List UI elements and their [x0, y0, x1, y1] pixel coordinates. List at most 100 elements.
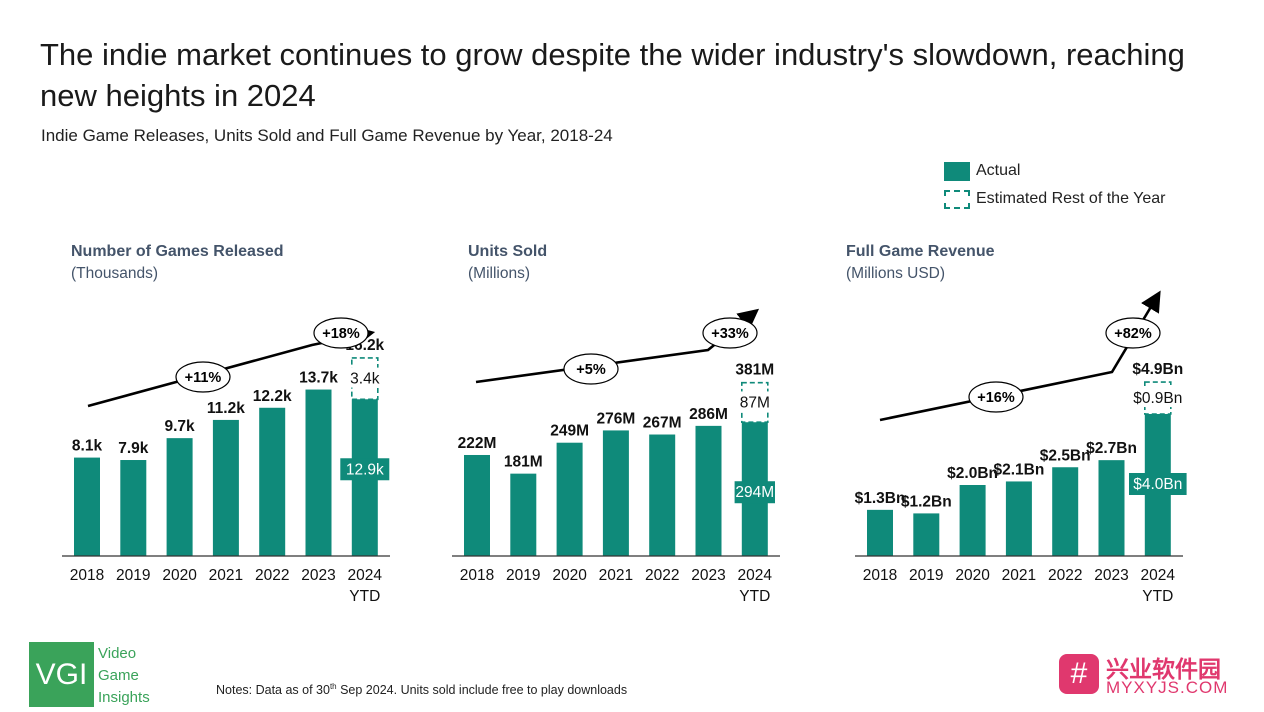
chart3-bar-2023: [1098, 460, 1125, 556]
page-title: The indie market continues to grow despi…: [40, 37, 1185, 113]
chart1-data-label-2021: 11.2k: [207, 400, 245, 417]
chart2-estimate-label: 87M: [740, 394, 770, 411]
chart1-unit-label: (Thousands): [71, 265, 158, 282]
chart3-bar-2022: [1052, 467, 1079, 556]
chart1-growth-label-1: +11%: [185, 370, 222, 386]
chart1-bar-2023: [305, 389, 332, 556]
chart3-title: Full Game Revenue: [846, 243, 995, 260]
chart3-tick-sub-2024: YTD: [1142, 588, 1173, 605]
footnote: Notes: Data as of 30th Sep 2024. Units s…: [216, 682, 627, 697]
chart2-tick-2021: 2021: [599, 567, 633, 584]
legend-estimated-label: Estimated Rest of the Year: [976, 190, 1166, 207]
chart1-bar-2020: [166, 438, 193, 556]
chart1-data-label-2018: 8.1k: [72, 438, 103, 455]
chart2-growth-label-2: +33%: [711, 326, 749, 342]
chart3-data-label-2020: $2.0Bn: [947, 465, 998, 482]
chart2-bar-2020: [556, 442, 583, 556]
chart2-bar-2019: [510, 473, 537, 556]
chart2-growth-bubble-2: [702, 317, 758, 349]
chart3-data-label-2019: $1.2Bn: [901, 493, 952, 510]
chart3-bar-2018: [867, 509, 893, 556]
chart2-data-label-2023: 286M: [689, 406, 728, 423]
chart2-tick-2018: 2018: [460, 567, 494, 584]
chart3-estimate-label-bg: [1128, 387, 1187, 408]
chart1-data-label-2023: 13.7k: [299, 370, 338, 387]
chart3-tick-2022: 2022: [1048, 567, 1082, 584]
logo-line-3: Insights: [98, 689, 150, 706]
chart2-data-label-2020: 249M: [550, 423, 589, 440]
chart3-growth-bubble-1: [968, 381, 1024, 413]
chart2-data-label-2024: 294M: [735, 484, 774, 501]
chart3-data-label-2022: $2.5Bn: [1040, 447, 1091, 464]
chart2-growth-bubble-1: [563, 353, 619, 385]
legend-actual: Actual: [944, 157, 1165, 185]
chart1-tick-2022: 2022: [255, 567, 289, 584]
chart2-bar-2021: [602, 430, 629, 556]
chart2-total-label: 381M: [735, 362, 774, 379]
watermark-text-en: MYXYJS.COM: [1106, 678, 1229, 697]
chart3-tick-2024: 2024: [1141, 567, 1176, 584]
logo-line-1: Video: [98, 645, 137, 662]
chart1-bar-2022: [259, 407, 286, 556]
chart1-tick-sub-2024: YTD: [349, 588, 380, 605]
chart2-tick-2019: 2019: [506, 567, 540, 584]
chart2-unit-label: (Millions): [468, 265, 530, 282]
chart3-estimate-label: $0.9Bn: [1133, 390, 1182, 407]
chart2-data-label-2021: 276M: [597, 410, 636, 427]
watermark-icon: #: [1059, 654, 1099, 694]
chart2-growth-label-1: +5%: [576, 362, 606, 378]
footnote-suffix: Sep 2024. Units sold include free to pla…: [336, 683, 628, 698]
chart1-tick-2021: 2021: [209, 567, 243, 584]
chart1-tick-2018: 2018: [70, 567, 104, 584]
chart2-estimated-bar: [740, 381, 769, 424]
chart1-data-label-2022: 12.2k: [253, 388, 292, 405]
chart3-tick-2019: 2019: [909, 567, 943, 584]
chart1-tick-2019: 2019: [116, 567, 150, 584]
chart1-title: Number of Games Released: [71, 243, 284, 260]
chart1-bar-2018: [74, 457, 100, 556]
chart1-data-label-2019: 7.9k: [118, 440, 149, 457]
chart3-data-label-2023: $2.7Bn: [1086, 440, 1137, 457]
chart2-tick-2024: 2024: [738, 567, 773, 584]
chart3-bar-2021: [1005, 481, 1032, 556]
chart1-growth-bubble-2: [313, 317, 369, 349]
chart1-tick-2020: 2020: [162, 567, 197, 584]
chart1-estimate-label: 3.4k: [350, 371, 380, 388]
legend-estimated: Estimated Rest of the Year: [944, 185, 1165, 213]
chart1-data-label-2024: 12.9k: [346, 461, 384, 478]
chart3-bar-2019: [913, 513, 940, 556]
chart3-data-label-2021: $2.1Bn: [993, 461, 1044, 478]
chart3-growth-label-1: +16%: [977, 390, 1015, 406]
legend-actual-label: Actual: [976, 162, 1021, 179]
chart3-tick-2021: 2021: [1002, 567, 1036, 584]
chart2-data-label-2018: 222M: [458, 435, 497, 452]
footnote-sup: th: [329, 682, 337, 691]
legend: Actual Estimated Rest of the Year: [944, 157, 1165, 213]
chart1-bar-2021: [212, 419, 239, 556]
chart1-tick-2023: 2023: [301, 567, 335, 584]
chart3-total-label: $4.9Bn: [1132, 361, 1183, 378]
chart2-tick-2023: 2023: [691, 567, 725, 584]
chart2-tick-2020: 2020: [552, 567, 587, 584]
chart1-growth-label-2: +18%: [322, 326, 360, 342]
chart3-ytd-label-box: [1129, 473, 1187, 495]
chart3-tick-2023: 2023: [1094, 567, 1128, 584]
vgi-logo: VGI: [29, 642, 94, 707]
chart1-estimate-label-bg: [344, 367, 385, 388]
logo-line-2: Game: [98, 667, 139, 684]
chart1-growth-bubble-1: [175, 361, 231, 393]
chart3-bar-2020: [959, 485, 986, 556]
chart3-tick-2018: 2018: [863, 567, 897, 584]
chart2-bar-2022: [649, 434, 676, 556]
footnote-prefix: Notes: Data as of 30: [216, 683, 330, 698]
chart2-tick-sub-2024: YTD: [739, 588, 770, 605]
chart3-tick-2020: 2020: [955, 567, 990, 584]
chart1-bar-2019: [120, 460, 147, 556]
vgi-logo-text: Video Game Insights: [98, 643, 150, 709]
chart2-estimate-label-bg: [739, 391, 771, 412]
chart3-unit-label: (Millions USD): [846, 265, 945, 282]
chart3-growth-bubble-2: [1105, 317, 1161, 349]
chart2-data-label-2022: 267M: [643, 415, 682, 432]
chart2-ytd-label-box: [734, 481, 775, 504]
